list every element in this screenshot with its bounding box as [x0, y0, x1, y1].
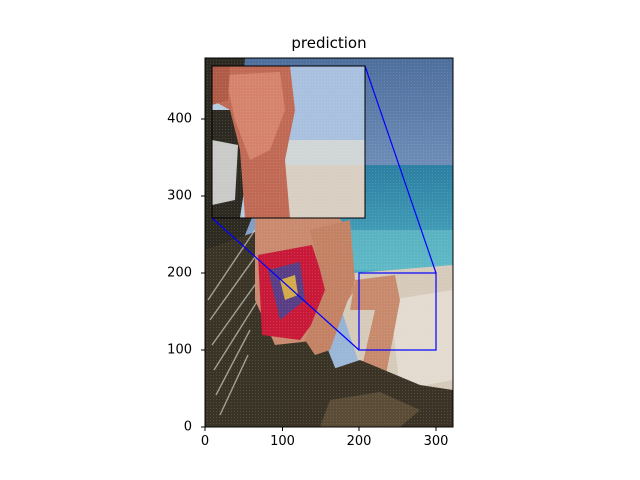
y-tick-label: 100 [167, 342, 192, 358]
zoom-connector-lines [211, 65, 437, 351]
x-tick-label: 0 [200, 434, 210, 449]
photo-image [205, 58, 453, 427]
zoom-region-box [358, 272, 437, 351]
y-axis-ticks [201, 118, 205, 428]
x-tick-label: 300 [423, 434, 449, 449]
zoom-inset-image [212, 66, 365, 218]
zoom-inset-frame [211, 65, 366, 219]
x-axis-ticks [204, 427, 437, 431]
x-tick-label: 200 [346, 434, 372, 449]
plot-title: prediction [291, 34, 367, 52]
axes-frame [204, 57, 454, 428]
y-tick-label: 400 [167, 111, 192, 127]
y-tick-label: 300 [167, 188, 192, 204]
y-tick-label: 200 [167, 265, 192, 281]
x-tick-label: 100 [270, 434, 295, 449]
y-tick-label: 0 [183, 419, 192, 435]
